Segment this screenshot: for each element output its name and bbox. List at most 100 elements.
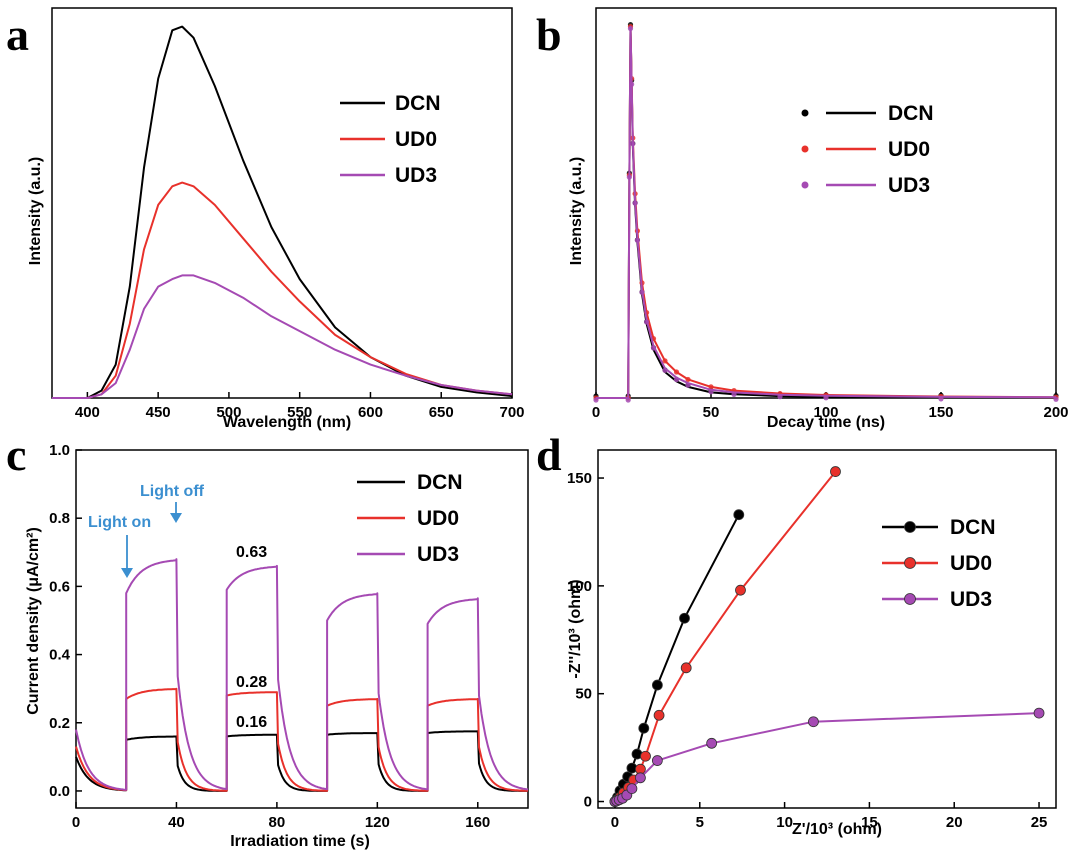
panel-d-point-dcn [679,612,690,624]
panel-d-point-ud3 [706,737,718,749]
legend-c: DCN UD0 UD3 [417,471,463,566]
panel-d-point-ud0 [640,750,651,762]
panel-c-line-ud3 [75,558,529,791]
panel-c-ytick-label: 0.8 [49,510,70,527]
panel-c-xtick-label: 40 [168,814,185,831]
panel-b-letter: b [536,9,562,60]
legend-b-ud3: UD3 [888,174,930,197]
panel-d-line-dcn [614,514,740,803]
panel-a-line-dcn [52,25,513,399]
light-on-label: Light on [88,514,151,531]
panel-d-point-dcn [638,722,650,734]
panel-d-ytick-label: 50 [575,686,592,703]
panel-d-xtick-label: 10 [776,814,793,831]
panel-d-point-dcn [651,679,663,691]
panel-b-xtick-label: 150 [928,404,953,421]
legend-b-dcn: DCN [888,102,934,125]
legend-d-ud3: UD3 [950,588,992,611]
panel-d-point-ud3 [651,755,663,766]
panel-d-frame [597,449,1057,809]
panel-d-point-dcn [733,509,745,521]
panel-d-xtick-label: 25 [1031,814,1048,831]
panel-c-letter: c [6,429,26,480]
panel-d-xtick-label: 0 [611,814,619,831]
panel-d-ytick-label: 0 [584,794,592,811]
value-label-ud3: 0.63 [236,544,267,561]
panel-b-xtick-label: 200 [1043,404,1068,421]
legend-d-ud0-marker [904,557,916,569]
legend-c-ud0: UD0 [417,507,459,530]
panel-d-point-ud3 [635,772,646,784]
panel-c-ytick-label: 0.4 [49,647,71,664]
legend-b-ud3-marker [801,181,809,189]
panel-a-xtick-label: 700 [499,404,524,421]
legend-c-dcn: DCN [417,471,463,494]
panel-c-ytick-label: 1.0 [49,442,70,459]
panel-d-ytick-label: 150 [567,470,592,487]
panel-a-xtick-label: 550 [287,404,312,421]
panel-a-line-ud3 [52,274,513,399]
panel-c-xtick-label: 120 [365,814,390,831]
panel-d-point-ud3 [626,783,638,794]
panel-a-xlabel: Wavelength (nm) [223,414,351,431]
panel-c-xlabel: Irradiation time (s) [230,833,370,850]
legend-d-ud0: UD0 [950,552,992,575]
legend-a-ud0: UD0 [395,128,437,151]
panel-c-ytick-label: 0.0 [49,783,70,800]
panel-c-xtick-label: 160 [465,814,490,831]
panel-b-fit-dcn [596,25,1057,399]
panel-b-xtick-label: 100 [813,404,838,421]
light-off-arrow-head [170,513,182,523]
panel-b-frame [595,7,1057,399]
light-off-label: Light off [140,483,205,500]
panel-a-line-ud0 [52,181,513,399]
legend-d: DCN UD0 UD3 [950,516,996,611]
panel-d-xlabel: Z'/10³ (ohm) [792,821,882,838]
panel-d-point-ud3 [808,716,819,728]
panel-d-point-ud0 [680,662,692,674]
panel-a-xtick-label: 450 [146,404,171,421]
panel-c-ytick-label: 0.2 [49,715,70,732]
panel-b-ylabel: Intensity (a.u.) [568,157,585,265]
panel-d-ytick-label: 100 [567,578,592,595]
panel-a-xtick-label: 600 [358,404,383,421]
panel-c-ytick-label: 0.6 [49,578,70,595]
light-on-arrow-head [121,568,133,578]
legend-b-ud0-marker [801,145,809,153]
panel-c-line-dcn [75,730,528,792]
panel-a-ylabel: Intensity (a.u.) [27,157,44,265]
legend-a-dcn: DCN [395,92,441,115]
legend-c-ud3: UD3 [417,543,459,566]
panel-d-line-ud3 [614,712,1040,803]
panel-a-frame [51,7,513,399]
panel-c-frame [75,449,529,809]
legend-b-dcn-marker [801,109,809,117]
panel-d-axes: 0 5 10 15 20 25 0 50 100 150 [567,449,1057,831]
panel-d-point-ud0 [830,466,841,477]
panel-c-xtick-label: 80 [269,814,286,831]
panel-c-xtick-label: 0 [72,814,80,831]
panel-d-point-ud3 [1033,707,1045,719]
panel-d-xtick-label: 20 [946,814,963,831]
panel-d-ylabel: -Z''/10³ (ohm) [567,579,584,678]
legend-d-ud3-marker [904,593,916,605]
legend-d-dcn: DCN [950,516,996,539]
panel-a-xtick-label: 650 [429,404,454,421]
value-label-ud0: 0.28 [236,674,267,691]
panel-a-xtick-label: 400 [75,404,100,421]
legend-d-dcn-marker [904,521,916,533]
legend-a-ud3: UD3 [395,164,437,187]
panel-c-line-ud0 [75,687,528,792]
panel-a-axes: 400 450 500 550 600 650 700 [51,7,525,421]
panel-d-xtick-label: 5 [696,814,704,831]
panel-b-xtick-label: 0 [592,404,600,421]
panel-b-xtick-label: 50 [703,404,720,421]
legend-b: DCN UD0 UD3 [888,102,934,197]
panel-b-fit-ud0 [596,25,1057,399]
panel-a-letter: a [6,9,29,60]
panel-a-xtick-label: 500 [216,404,241,421]
value-label-dcn: 0.16 [236,714,267,731]
panel-b-xlabel: Decay time (ns) [767,414,885,431]
